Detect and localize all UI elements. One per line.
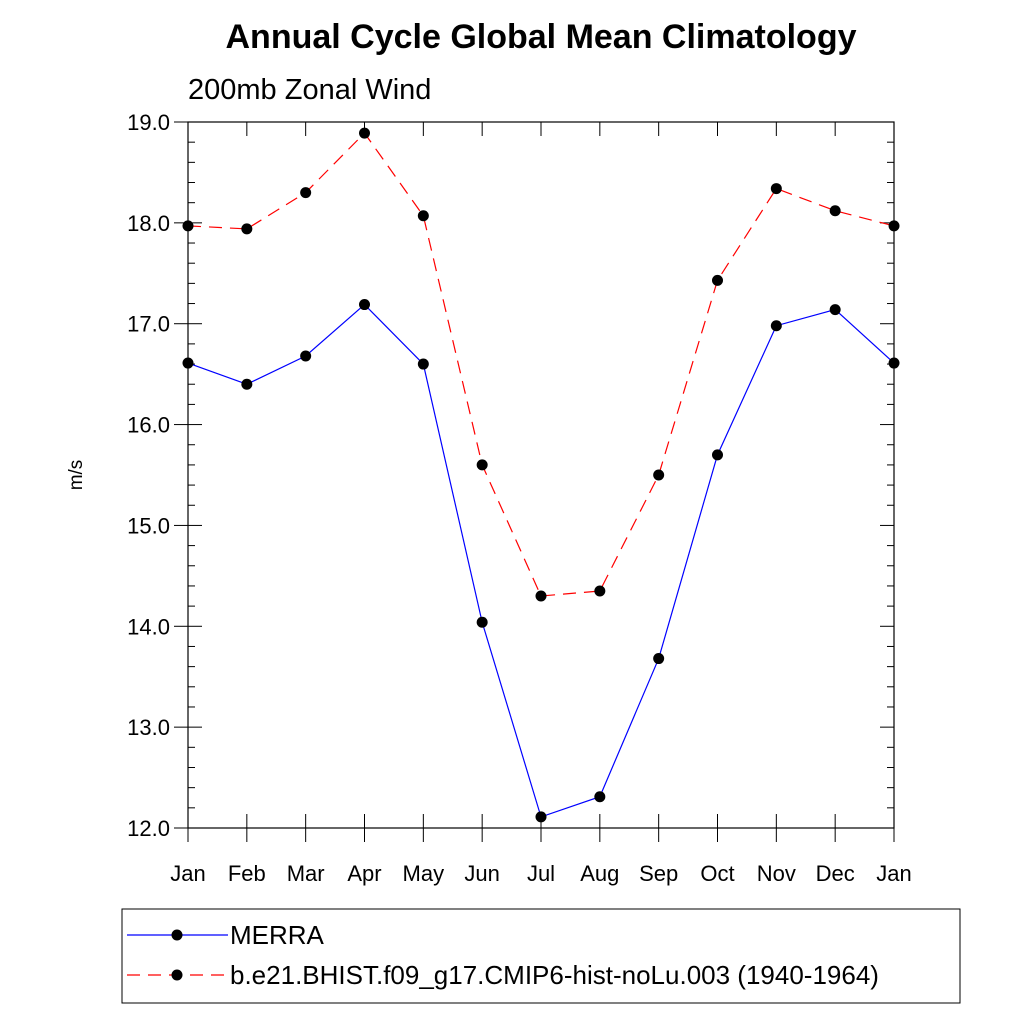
data-point-series-1 [712,274,723,286]
data-point-series-1 [300,187,312,199]
chart-subtitle: 200mb Zonal Wind [188,74,431,106]
y-tick-label: 12.0 [127,816,170,841]
data-point-series-0 [535,811,547,823]
legend-marker-merra [171,929,183,941]
x-tick-label: Jun [464,861,499,886]
y-tick-label: 13.0 [127,715,170,740]
data-point-series-1 [359,127,370,139]
data-point-series-0 [770,320,782,332]
data-point-series-1 [594,585,606,597]
data-point-series-1 [476,459,488,471]
x-tick-label: Sep [639,861,678,886]
data-point-series-0 [300,350,312,362]
x-tick-label: Mar [287,861,325,886]
x-tick-label: May [403,861,445,886]
data-point-series-0 [712,449,723,461]
y-tick-label: 17.0 [127,312,170,337]
y-tick-label: 19.0 [127,110,170,135]
data-point-series-1 [417,210,429,222]
y-tick-label: 15.0 [127,513,170,538]
data-point-series-0 [241,378,253,390]
data-point-series-0 [359,299,370,311]
data-point-series-1 [829,205,841,217]
x-tick-label: Dec [816,861,855,886]
legend: MERRA b.e21.BHIST.f09_g17.CMIP6-hist-noL… [121,908,961,1004]
y-axis-label: m/s [66,460,87,491]
chart-title: Annual Cycle Global Mean Climatology [226,18,857,56]
x-tick-label: Jan [170,861,205,886]
data-point-series-1 [770,183,782,195]
data-point-series-1 [241,223,253,235]
data-point-series-0 [417,358,429,370]
y-tick-label: 16.0 [127,413,170,438]
x-tick-label: Aug [580,861,619,886]
legend-label-cmip6: b.e21.BHIST.f09_g17.CMIP6-hist-noLu.003 … [230,960,879,990]
ticks-layer [174,121,895,842]
x-tick-label: Oct [700,861,734,886]
data-point-series-1 [653,469,665,481]
data-point-series-0 [594,791,606,803]
legend-box [121,908,961,1004]
x-tick-label: Jan [876,861,911,886]
y-tick-label: 14.0 [127,614,170,639]
data-point-series-0 [653,653,665,665]
tick-labels-layer: 12.0 13.0 14.0 15.0 16.0 17.0 18.0 19.0 Jan Feb Ma… [127,110,912,886]
x-tick-label: Jul [527,861,555,886]
x-tick-label: Apr [347,861,381,886]
plot-frame [187,121,895,829]
data-point-series-1 [535,590,547,602]
x-tick-label: Nov [757,861,796,886]
data-point-series-0 [476,616,488,628]
data-point-series-0 [829,304,841,316]
y-tick-label: 18.0 [127,211,170,236]
legend-label-merra: MERRA [230,920,325,950]
legend-marker-cmip6 [171,969,183,981]
x-tick-label: Feb [228,861,266,886]
